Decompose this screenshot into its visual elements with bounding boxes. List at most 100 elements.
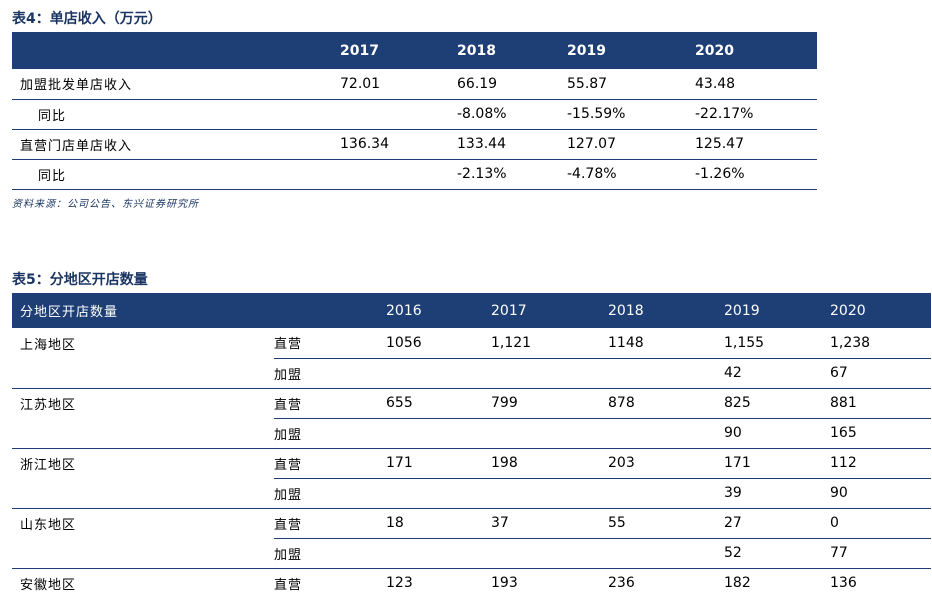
table-cell: 1,155	[724, 328, 830, 359]
table-row: 直营门店单店收入 136.34 133.44 127.07 125.47	[12, 129, 817, 160]
store-type-label: 加盟	[274, 538, 386, 569]
table-row: 山东地区 直营 18 37 55 27 0	[12, 508, 931, 539]
region-label: 安徽地区	[20, 577, 77, 593]
row-label: 直营门店单店收入	[12, 129, 340, 160]
table-cell: 66.19	[457, 69, 567, 100]
table-cell: 39	[724, 478, 830, 509]
store-type-label: 加盟	[274, 418, 386, 449]
region-label: 上海地区	[20, 337, 77, 353]
table-row: 加盟 52 77	[12, 538, 931, 569]
table-cell: 127.07	[567, 129, 695, 160]
table-row: 加盟 39 90	[12, 478, 931, 509]
table-cell	[386, 538, 491, 569]
table-row: 加盟批发单店收入 72.01 66.19 55.87 43.48	[12, 69, 817, 100]
region-label	[12, 478, 274, 509]
table4-title: 表4：单店收入（万元）	[12, 11, 162, 27]
table-cell: 878	[608, 388, 724, 419]
region-label	[12, 418, 274, 449]
table-cell	[491, 538, 608, 569]
table-cell: 37	[491, 508, 608, 539]
table-cell: 52	[724, 538, 830, 569]
table-row: 加盟 42 67	[12, 358, 931, 389]
table-cell: 136	[830, 575, 857, 592]
table-cell: 1056	[386, 328, 491, 359]
store-type-label: 直营	[274, 508, 386, 539]
table-cell: 90	[724, 418, 830, 449]
table4-header-cell	[12, 32, 340, 69]
table-cell	[386, 358, 491, 389]
region-label: 浙江地区	[20, 457, 77, 473]
table-cell: -2.13%	[457, 159, 567, 190]
table5-header-row: 分地区开店数量 2016 2017 2018 2019 2020	[12, 293, 931, 328]
table-cell: 112	[830, 448, 931, 479]
table-cell: -4.78%	[567, 159, 695, 190]
table-cell: 90	[830, 478, 931, 509]
table-cell: -15.59%	[567, 99, 695, 130]
store-type-label: 直营	[274, 577, 303, 593]
table4-header-cell: 2020	[695, 32, 817, 69]
table4-header-cell: 2018	[457, 32, 567, 69]
store-type-label: 直营	[274, 328, 386, 359]
table-cell: -1.26%	[695, 159, 817, 190]
table-cell	[491, 478, 608, 509]
table-cell: 171	[386, 448, 491, 479]
table-cell: 203	[608, 448, 724, 479]
table-cell	[340, 159, 457, 190]
table-row: 加盟 90 165	[12, 418, 931, 449]
store-type-label: 直营	[274, 388, 386, 419]
store-type-label: 加盟	[274, 358, 386, 389]
table-cell	[491, 418, 608, 449]
table5-header-cell: 2017	[491, 293, 608, 328]
table4-source-note: 资料来源：公司公告、东兴证券研究所	[12, 199, 199, 210]
region-label: 山东地区	[20, 517, 77, 533]
table-cell: -8.08%	[457, 99, 567, 130]
table-cell: 42	[724, 358, 830, 389]
table-cell: 77	[830, 538, 931, 569]
table-cell: 133.44	[457, 129, 567, 160]
table-cell	[608, 538, 724, 569]
table-cell: 27	[724, 508, 830, 539]
table-cell: 55.87	[567, 69, 695, 100]
table-cell	[491, 358, 608, 389]
table-cell: 43.48	[695, 69, 817, 100]
table4-header-cell: 2019	[567, 32, 695, 69]
table-row: 上海地区 直营 1056 1,121 1148 1,155 1,238	[12, 328, 931, 359]
table-cell: 1,121	[491, 328, 608, 359]
region-label	[12, 358, 274, 389]
table-cell: -22.17%	[695, 99, 817, 130]
table-cell: 655	[386, 388, 491, 419]
row-label: 加盟批发单店收入	[12, 69, 340, 100]
table-cell: 799	[491, 388, 608, 419]
table5-header-cell: 分地区开店数量	[12, 293, 274, 328]
table-cell: 55	[608, 508, 724, 539]
table-cell: 165	[830, 418, 931, 449]
table-cell: 881	[830, 388, 931, 419]
table4-header-cell: 2017	[340, 32, 457, 69]
table5-header-cell	[274, 293, 386, 328]
table-cell: 72.01	[340, 69, 457, 100]
table4-header-row: 2017 2018 2019 2020	[12, 32, 817, 69]
table-cell: 18	[386, 508, 491, 539]
table-cell: 0	[830, 508, 931, 539]
table-cell: 125.47	[695, 129, 817, 160]
table-cell	[386, 478, 491, 509]
table-row: 浙江地区 直营 171 198 203 171 112	[12, 448, 931, 479]
table-cell: 136.34	[340, 129, 457, 160]
table5-header-cell: 2018	[608, 293, 724, 328]
table-cell: 1,238	[830, 328, 931, 359]
table5-header-cell: 2016	[386, 293, 491, 328]
table-row: 安徽地区 直营 123 193 236 182 136	[12, 568, 931, 598]
region-label	[12, 538, 274, 569]
table-cell: 67	[830, 358, 931, 389]
table-cell	[608, 418, 724, 449]
table-cell: 1148	[608, 328, 724, 359]
table4-revenue-per-store: 2017 2018 2019 2020 加盟批发单店收入 72.01 66.19…	[12, 32, 817, 190]
table-cell	[386, 418, 491, 449]
table-cell: 193	[491, 575, 518, 592]
table5-title: 表5：分地区开店数量	[12, 272, 148, 288]
table-cell: 171	[724, 448, 830, 479]
row-label: 同比	[12, 159, 340, 190]
table-cell	[608, 478, 724, 509]
region-label: 江苏地区	[20, 397, 77, 413]
table-cell: 236	[608, 575, 635, 592]
